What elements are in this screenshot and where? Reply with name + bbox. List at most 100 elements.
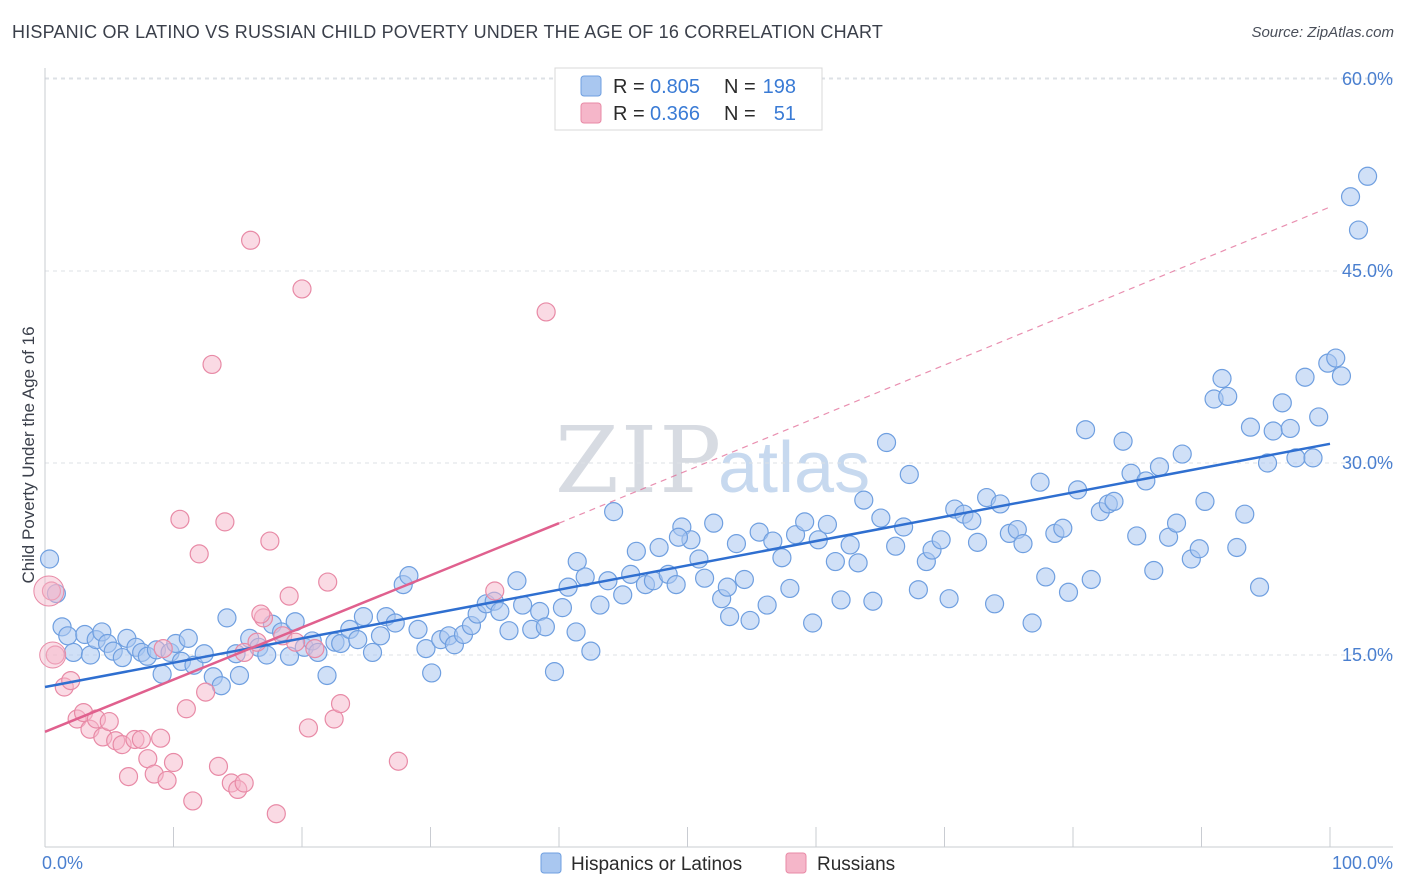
data-point-hispanic [886, 536, 906, 556]
data-point-hispanic [1340, 187, 1361, 207]
data-point-hispanic [984, 594, 1005, 614]
data-point-hispanic [803, 613, 823, 633]
data-point-hispanic [1053, 518, 1073, 538]
data-point-hispanic [1257, 453, 1278, 473]
data-point-russian [266, 804, 286, 824]
y-tick-label: 45.0% [1342, 261, 1393, 281]
legend-r-label-1: R = [613, 76, 645, 98]
data-point-hispanic [931, 530, 951, 550]
data-point-hispanic [613, 585, 633, 605]
data-point-hispanic [544, 662, 565, 682]
data-point-hispanic [854, 490, 874, 510]
data-point-hispanic [1263, 421, 1283, 441]
legend-r-label-2: R = [613, 103, 645, 125]
data-point-russian [485, 581, 505, 601]
series-label-russian: Russians [817, 854, 895, 875]
data-point-hispanic [1272, 393, 1292, 413]
data-point-hispanic [317, 665, 337, 686]
data-point-hispanic [1295, 367, 1315, 387]
data-point-hispanic [581, 641, 601, 661]
data-point-hispanic [229, 665, 250, 686]
data-point-hispanic [1172, 444, 1192, 464]
data-point-hispanic [408, 619, 428, 640]
data-point-russian [285, 632, 306, 652]
x-tick-min: 0.0% [42, 853, 83, 873]
data-point-hispanic [939, 589, 959, 609]
y-axis-label: Child Poverty Under the Age of 16 [19, 326, 38, 583]
x-tick-max: 100.0% [1332, 853, 1393, 873]
data-point-russian [330, 694, 351, 714]
data-point-hispanic [848, 553, 868, 573]
data-point-hispanic [772, 548, 792, 568]
data-point-russian [176, 699, 196, 719]
data-point-russian-large [39, 641, 67, 669]
data-point-russian [241, 230, 261, 250]
data-point-hispanic [507, 571, 527, 591]
data-point-hispanic [1075, 420, 1096, 440]
data-point-hispanic [1212, 368, 1232, 389]
data-point-hispanic [720, 606, 740, 627]
data-point-hispanic [649, 537, 669, 558]
data-point-hispanic [840, 535, 860, 555]
data-point-hispanic [1235, 504, 1255, 524]
legend-n-value-2: 51 [774, 103, 796, 125]
data-point-russian [183, 791, 203, 811]
data-point-hispanic [416, 638, 436, 659]
data-point-hispanic [1189, 539, 1209, 559]
data-point-russian [45, 645, 65, 665]
data-point-russian [388, 751, 408, 771]
legend-r-value-2: 0.366 [650, 103, 700, 125]
data-point-hispanic [704, 513, 724, 533]
legend-n-label-1: N = [724, 76, 756, 98]
data-point-russian [298, 718, 319, 738]
data-point-hispanic [535, 617, 555, 637]
russian-points [33, 230, 556, 824]
data-point-russian [208, 756, 229, 776]
data-point-hispanic [962, 510, 982, 531]
data-point-russian [215, 512, 235, 532]
data-point-hispanic [795, 512, 815, 532]
data-point-hispanic [908, 580, 928, 600]
data-point-hispanic [348, 630, 368, 650]
data-point-hispanic [1149, 457, 1170, 477]
data-point-russian [234, 773, 254, 793]
data-point-hispanic [1127, 526, 1147, 546]
legend-n-label-2: N = [724, 103, 756, 125]
legend-r-value-1: 0.805 [650, 76, 700, 98]
data-point-hispanic [1280, 418, 1300, 439]
data-point-russian [305, 638, 325, 659]
trend-line-hispanic [44, 442, 1331, 689]
data-point-hispanic [749, 522, 769, 542]
data-point-hispanic [499, 621, 519, 641]
series-legend: Hispanics or Latinos Russians [540, 852, 895, 875]
watermark-atlas: atlas [718, 428, 870, 508]
stats-legend: R = 0.805 N = 198 R = 0.366 N = 51 [554, 67, 823, 131]
data-point-russian [41, 581, 62, 601]
data-point-hispanic [39, 549, 60, 569]
data-point-hispanic [490, 601, 510, 622]
data-point-russian [151, 728, 171, 748]
legend-swatch-blue [580, 75, 602, 97]
data-point-hispanic [899, 464, 919, 485]
data-point-russian [189, 544, 209, 564]
data-point-hispanic [1357, 166, 1378, 186]
watermark-zip: ZIP [555, 407, 723, 514]
data-point-hispanic [1249, 577, 1270, 597]
data-point-russian [318, 572, 338, 592]
data-point-russian [118, 766, 139, 787]
y-tick-labels: 15.0% 30.0% 45.0% 60.0% [1342, 69, 1393, 665]
data-point-russian-large [33, 575, 65, 607]
data-point-hispanic [694, 568, 715, 588]
data-point-russian [251, 604, 271, 624]
legend-swatch-pink [580, 102, 602, 124]
legend-n-value-1: 198 [763, 76, 796, 98]
data-point-hispanic [604, 502, 624, 522]
y-tick-label: 60.0% [1342, 69, 1393, 89]
data-point-russian [279, 586, 299, 606]
data-point-hispanic [590, 595, 610, 615]
data-point-hispanic [1348, 220, 1369, 240]
data-point-hispanic [1195, 491, 1215, 511]
data-point-hispanic [63, 642, 84, 663]
data-point-hispanic [1309, 407, 1329, 427]
